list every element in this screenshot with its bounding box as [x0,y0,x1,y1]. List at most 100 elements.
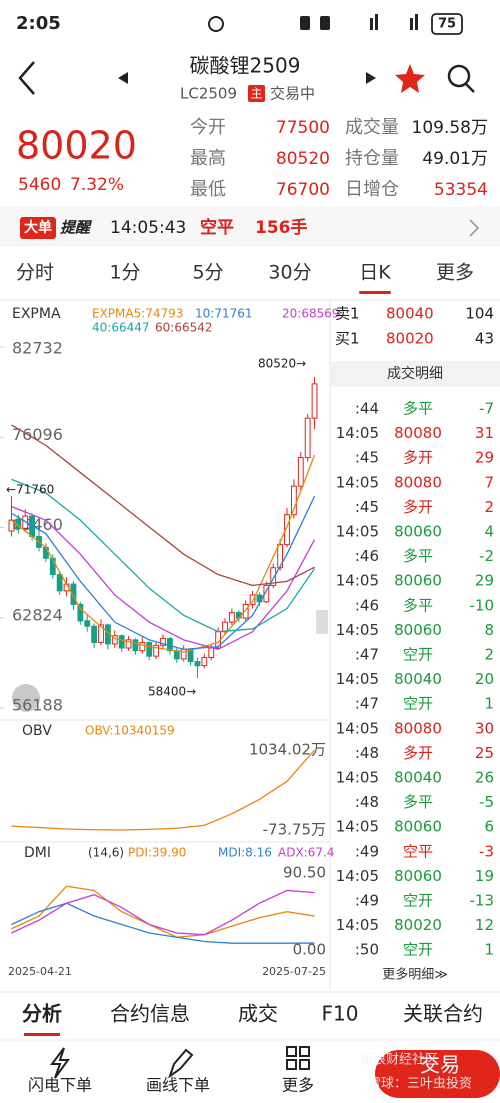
book-price: 80040 [386,305,434,323]
quote-label: 最低 [190,179,226,200]
trade-time: 14:05 [336,867,379,885]
period-tab[interactable]: 1分 [109,262,140,284]
trade-volume: 1 [484,941,494,959]
candle-body [228,612,235,623]
zoom-button[interactable] [12,684,40,712]
toolbar-label[interactable]: 更多 [282,1076,314,1095]
alert-lots: 156手 [255,217,308,238]
trade-volume: -10 [470,596,495,614]
alert-tag: 提醒 [60,219,93,237]
next-button[interactable] [366,72,376,84]
bottom-tab[interactable]: F10 [322,1002,359,1026]
trade-volume: 1 [484,695,494,713]
trade-volume: 25 [475,744,494,762]
candle-body [111,635,118,645]
trade-volume: 4 [484,523,494,541]
prev-button[interactable] [118,72,128,84]
more-trades[interactable]: 更多明细≫ [382,967,448,983]
trade-volume: 2 [484,646,494,664]
title: 碳酸锂2509 [190,54,301,78]
trade-time: :47 [355,695,379,713]
trade-volume: 7 [484,473,494,491]
trades-title: 成交明细 [387,365,443,382]
search-button[interactable] [447,64,471,88]
signal-icons [300,14,418,30]
trade-text: 空开 [403,695,433,713]
candle-body [146,642,153,657]
flash-icon [50,1047,70,1079]
y-tick-label: 56188 [12,696,63,715]
period-tab[interactable]: 5分 [192,262,223,284]
candle-body [139,642,146,652]
trade-time: 14:05 [336,473,379,491]
trade-button[interactable] [375,1050,500,1098]
trade-text: 80040 [394,769,442,787]
quote-value: 49.01万 [422,149,488,169]
obv-top: 1034.02万 [249,741,326,759]
dmi-params: (14,6) [88,846,124,860]
tab-underline [359,291,391,294]
trade-text: 80060 [394,572,442,590]
draw-icon [168,1048,194,1079]
book-volume: 43 [475,330,494,348]
trade-text: 80020 [394,916,442,934]
trade-time: :46 [355,547,379,565]
period-tab[interactable]: 更多 [436,262,474,284]
trades-header-bg [331,361,500,387]
trade-volume: -2 [479,547,494,565]
candle-body [297,457,304,487]
bottom-tab[interactable]: 分析 [22,1002,62,1026]
trade-volume: -5 [479,793,494,811]
period-tab[interactable]: 30分 [268,262,311,284]
battery [431,13,463,35]
annotation: 58400→ [148,685,196,699]
candle-body [173,650,180,660]
trade-volume: -13 [470,892,495,910]
expma-line [11,505,316,651]
candle-body [304,417,311,459]
trade-volume: 2 [484,498,494,516]
alert-arrow [469,219,480,237]
bottom-tab[interactable]: 合约信息 [110,1002,190,1026]
period-tab[interactable]: 分时 [16,262,54,284]
dmi-line [11,902,315,944]
book-price: 80020 [386,330,434,348]
favorite-star[interactable] [395,64,425,93]
tab-underline [24,1033,60,1036]
collapse-handle[interactable] [316,610,328,634]
trade-volume: 30 [475,719,494,737]
toolbar-label[interactable]: 画线下单 [146,1076,210,1095]
trade-volume: 6 [484,818,494,836]
candle-body [160,637,166,646]
quote-label: 最高 [190,148,226,169]
alert-bar[interactable] [0,207,500,247]
y-tick-label: 76096 [12,425,63,444]
back-button[interactable] [18,61,35,95]
trade-volume: 29 [475,449,494,467]
candle-body [222,621,228,633]
legend-entry: MDI:8.16 [218,846,272,860]
alert-time: 14:05:43 [110,218,186,238]
legend-entry: 10:71761 [195,307,253,321]
bottom-tab[interactable]: 成交 [238,1002,278,1026]
annotation: 80520→ [258,357,306,371]
quote-value: 80520 [276,149,330,169]
trade-time: :49 [355,842,379,860]
legend-entry: PDI:39.90 [128,846,186,860]
last-price: 80020 [16,124,137,168]
toolbar-label[interactable]: 闪电下单 [28,1076,92,1095]
candle-body [98,624,104,644]
quote-value: 53354 [434,180,488,200]
bottom-tab[interactable]: 关联合约 [403,1002,483,1026]
candle-body [8,519,15,532]
change-pct: 7.32% [70,175,124,195]
period-tab[interactable]: 日K [359,262,391,284]
obv-name: OBV [22,723,52,739]
trade-status: 交易中 [270,85,315,103]
eye-icon [208,16,224,32]
trade-text: 空平 [403,842,433,860]
expma-line [11,454,316,653]
book-label: 卖1 [335,305,360,323]
